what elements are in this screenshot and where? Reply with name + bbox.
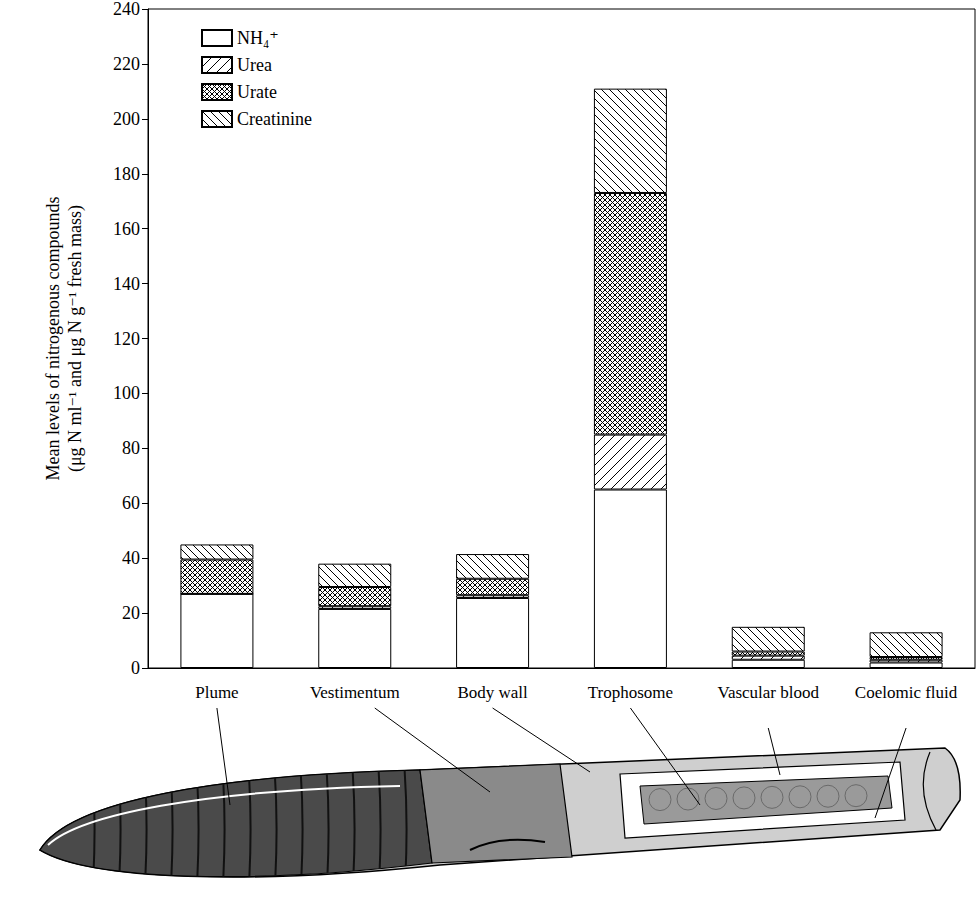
svg-text:0: 0 [131,658,140,678]
svg-text:Coelomic fluid: Coelomic fluid [855,683,958,702]
svg-text:Trophosome: Trophosome [588,683,673,702]
svg-text:20: 20 [122,603,140,623]
svg-text:Urate: Urate [237,82,277,102]
svg-text:160: 160 [113,219,140,239]
svg-text:100: 100 [113,383,140,403]
svg-text:Vestimentum: Vestimentum [310,683,400,702]
svg-text:Body wall: Body wall [457,683,528,702]
svg-text:80: 80 [122,438,140,458]
svg-text:Vascular blood: Vascular blood [717,683,819,702]
svg-text:Plume: Plume [195,683,238,702]
svg-text:Creatinine: Creatinine [237,109,312,129]
svg-text:120: 120 [113,329,140,349]
svg-text:60: 60 [122,493,140,513]
svg-text:180: 180 [113,164,140,184]
svg-text:Urea: Urea [237,55,272,75]
svg-text:240: 240 [113,0,140,19]
svg-text:220: 220 [113,54,140,74]
svg-text:140: 140 [113,274,140,294]
svg-text:200: 200 [113,109,140,129]
svg-text:NH₄⁺: NH₄⁺ [237,28,279,48]
svg-text:40: 40 [122,548,140,568]
svg-text:(μg N ml⁻¹ and μg N g⁻¹ fresh: (μg N ml⁻¹ and μg N g⁻¹ fresh mass) [65,205,86,472]
svg-text:Mean levels of nitrogenous com: Mean levels of nitrogenous compounds [43,197,63,481]
